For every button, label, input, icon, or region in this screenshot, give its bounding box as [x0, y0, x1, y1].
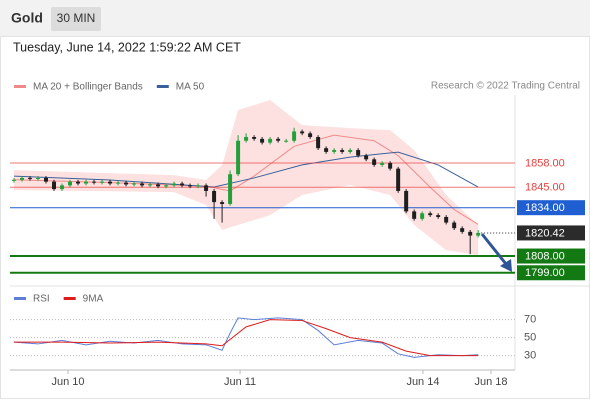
x-tick-label: Jun 11 [224, 376, 256, 388]
level-tag [517, 200, 585, 216]
candle-body [156, 184, 161, 187]
timeframe-button[interactable] [51, 7, 101, 31]
candle-body [436, 215, 441, 217]
candle-body [292, 131, 297, 141]
candle-body [68, 181, 73, 186]
candle-body [300, 131, 305, 134]
candle-body [468, 231, 473, 236]
candle-body [84, 181, 89, 184]
candle-body [316, 137, 321, 149]
candle-body [476, 232, 481, 236]
x-tick-label: Jun 18 [474, 376, 507, 388]
candle-body [20, 177, 25, 180]
candle-body [412, 211, 417, 219]
candle-body [100, 181, 105, 183]
candle-body [308, 133, 313, 138]
candle-body [340, 150, 345, 152]
level-label: 1820.42 [525, 227, 565, 239]
candle-body [284, 140, 289, 142]
candle-body [52, 181, 57, 190]
legend-label: RSI [33, 294, 50, 305]
x-tick-label: Jun 10 [52, 376, 85, 388]
forecast-arrow [480, 233, 508, 265]
legend-label: MA 50 [176, 82, 205, 93]
x-tick-label: Jun 14 [406, 376, 439, 388]
rsi-tick-label: 30 [524, 350, 536, 362]
candle-body [76, 181, 81, 184]
candle-body [204, 185, 209, 191]
level-label: 1858.00 [525, 157, 565, 169]
candle-body [356, 150, 361, 156]
candle-body [140, 183, 145, 186]
forecast-arrowhead [500, 259, 512, 272]
candle-body [12, 179, 17, 181]
level-tag [517, 265, 585, 281]
candle-body [324, 148, 329, 152]
candle-body [252, 137, 257, 139]
rsi-line [13, 317, 479, 358]
candle-body [92, 181, 97, 183]
candle-body [260, 138, 265, 143]
legend-swatch [63, 297, 76, 300]
legend-swatch [14, 85, 26, 88]
candle-body [60, 185, 65, 190]
candle-body [420, 213, 425, 219]
candle-body [172, 183, 177, 186]
candle-body [228, 174, 233, 204]
moving-average [13, 151, 479, 188]
candle-body [380, 163, 385, 165]
candle-body [404, 190, 409, 212]
timeframe-label[interactable]: 30 MIN [57, 11, 96, 25]
candle-body [148, 184, 153, 186]
legend-swatch [14, 297, 26, 300]
timestamp: Tuesday, June 14, 2022 1:59:22 AM CET [13, 40, 241, 54]
candle-body [212, 190, 217, 203]
candle-body [124, 182, 129, 185]
level-tag [517, 248, 585, 264]
instrument-title: Gold [11, 10, 43, 26]
candle-body [188, 185, 193, 187]
candle-body [348, 150, 353, 152]
candle-body [236, 140, 241, 175]
legend-swatch [156, 85, 169, 88]
level-label: 1799.00 [525, 267, 565, 279]
level-label: 1808.00 [525, 250, 565, 262]
candle-body [220, 202, 225, 204]
candle-body [28, 177, 33, 179]
plot: MA 20 + Bollinger Bands MA 50 1858.00 1845.… [10, 82, 585, 388]
level-label: 1834.00 [525, 202, 565, 214]
candle-body [36, 177, 41, 179]
candle-body [388, 163, 393, 169]
candle-body [428, 213, 433, 216]
rsi-tick-label: 70 [524, 314, 536, 326]
candle-body [396, 168, 401, 191]
candle-body [180, 183, 185, 186]
legend-label: 9MA [83, 294, 104, 305]
candle-body [276, 138, 281, 141]
candle-body [196, 185, 201, 187]
candle-body [444, 216, 449, 223]
candle-body [164, 185, 169, 187]
candle-body [268, 138, 273, 143]
bollinger-band [14, 100, 479, 256]
candle-body [44, 177, 49, 182]
candle-body [116, 182, 121, 184]
candle-body [332, 150, 337, 152]
candle-body [108, 181, 113, 184]
rsi-line [14, 319, 479, 357]
candle-body [244, 137, 249, 141]
legend-label: MA 20 + Bollinger Bands [33, 82, 143, 93]
rsi-tick-label: 50 [524, 332, 536, 344]
candle-body [132, 183, 137, 185]
level-tag [517, 225, 585, 241]
candle-body [452, 222, 457, 229]
candle-body [372, 159, 377, 165]
level-label: 1845.00 [525, 182, 565, 194]
candle-body [364, 155, 369, 160]
credit: Research © 2022 Trading Central [431, 81, 580, 92]
candle-body [460, 228, 465, 232]
